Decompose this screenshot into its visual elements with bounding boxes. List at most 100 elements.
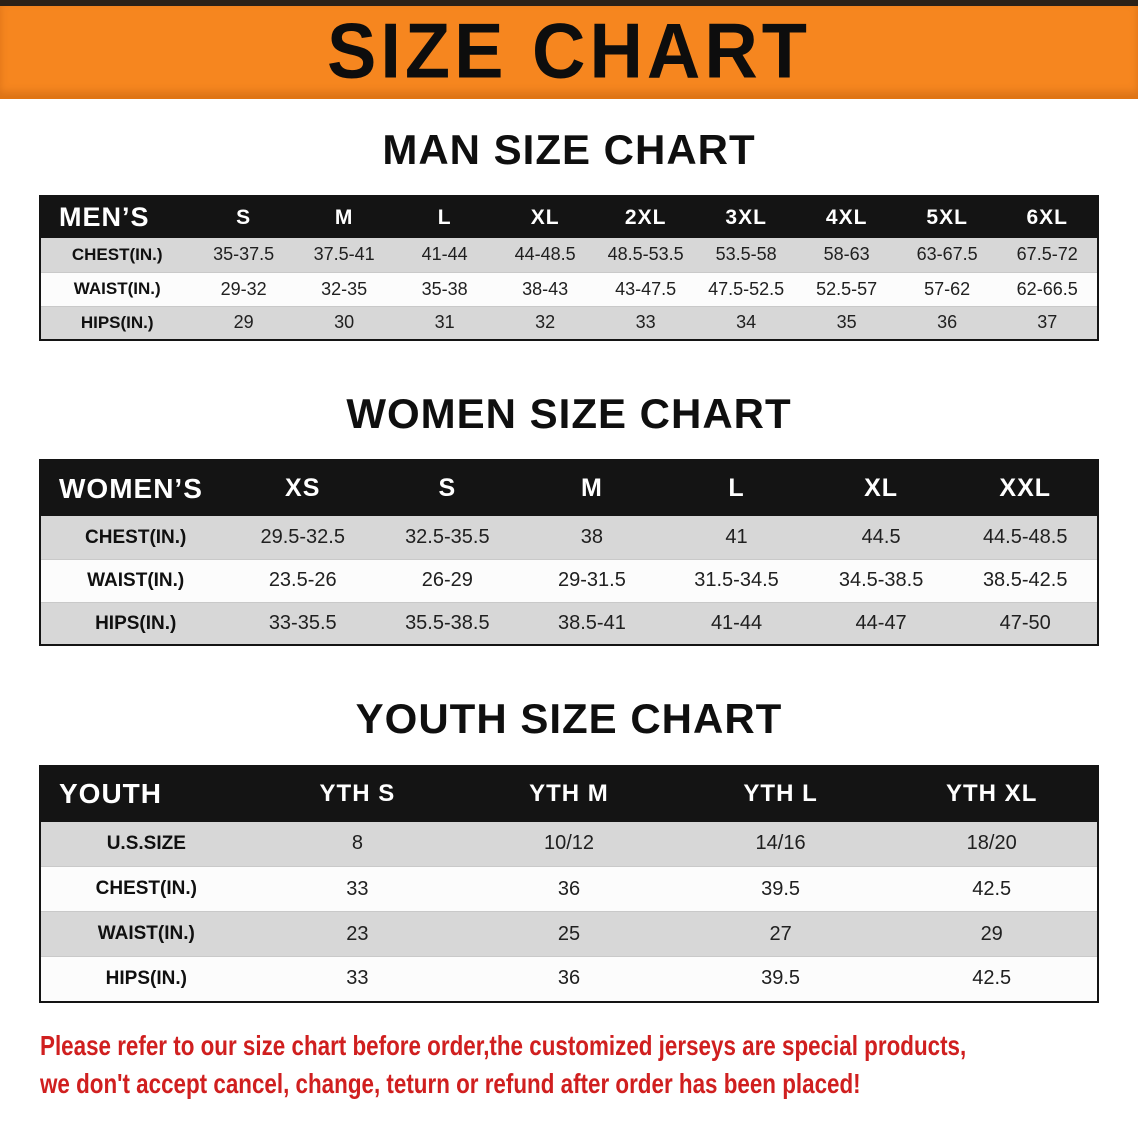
youth-value-cell: 25 (463, 911, 675, 957)
youth-col-header-yth-s: YTH S (251, 765, 464, 822)
men-row-waist-in: WAIST(IN.) 29-32 32-35 35-38 38-43 43-47.5 47.… (40, 271, 1098, 307)
women-value-cell: 26-29 (375, 558, 520, 603)
youth-value-cell: 27 (674, 911, 887, 957)
women-value-cell: 44.5-48.5 (953, 516, 1098, 560)
youth-header-row: YOUTH YTH S YTH M YTH L YTH XL (40, 765, 1098, 822)
women-header-row: WOMEN’S XS S M L XL XXL (40, 460, 1098, 517)
men-row-chest-in: CHEST(IN.) 35-37.5 37.5-41 41-44 44-48.5 48.5… (40, 238, 1098, 273)
youth-value-cell: 10/12 (463, 821, 675, 867)
men-col-header-m: M (293, 196, 395, 239)
women-value-cell: 23.5-26 (230, 558, 376, 603)
women-value-cell: 29-31.5 (519, 558, 665, 603)
youth-value-cell: 36 (463, 866, 675, 912)
youth-value-cell: 39.5 (674, 866, 887, 912)
youth-value-cell: 39.5 (674, 956, 887, 1002)
men-value-cell: 36 (896, 305, 998, 341)
women-row-waist-in: WAIST(IN.) 23.5-26 26-29 29-31.5 31.5-34.5 34… (40, 558, 1098, 603)
men-value-cell: 35-38 (394, 271, 495, 307)
men-row-label-chest-in: CHEST(IN.) (40, 238, 194, 273)
youth-value-cell: 14/16 (674, 821, 887, 867)
men-value-cell: 29 (193, 305, 294, 341)
women-row-hips-in: HIPS(IN.) 33-35.5 35.5-38.5 38.5-41 41-44 44-… (40, 601, 1098, 646)
men-value-cell: 30 (293, 305, 395, 341)
women-value-cell: 47-50 (953, 601, 1098, 646)
women-col-header-xs: XS (230, 460, 376, 517)
women-value-cell: 41-44 (664, 601, 809, 646)
women-value-cell: 41 (664, 516, 809, 560)
women-size-table: WOMEN’S XS S M L XL XXL CHEST(IN.) 29.5-32.5 32.5… (39, 459, 1099, 647)
women-value-cell: 32.5-35.5 (375, 516, 520, 560)
women-col-header-xxl: XXL (953, 460, 1098, 517)
youth-row-label-waist-in: WAIST(IN.) (40, 911, 252, 957)
women-row-label-hips-in: HIPS(IN.) (40, 601, 231, 646)
men-table-corner-label: MEN’S (40, 196, 194, 239)
youth-col-header-yth-xl: YTH XL (886, 765, 1098, 822)
men-value-cell: 67.5-72 (997, 238, 1098, 273)
men-value-cell: 37.5-41 (293, 238, 395, 273)
women-value-cell: 38.5-41 (519, 601, 665, 646)
youth-table-corner-label: YOUTH (40, 765, 252, 822)
men-value-cell: 48.5-53.5 (595, 238, 696, 273)
women-value-cell: 29.5-32.5 (230, 516, 376, 560)
youth-value-cell: 29 (886, 911, 1098, 957)
men-value-cell: 33 (595, 305, 696, 341)
heading-men: MAN SIZE CHART (382, 126, 756, 173)
women-col-header-s: S (375, 460, 520, 517)
youth-row-label-chest-in: CHEST(IN.) (40, 866, 252, 912)
women-value-cell: 44-47 (808, 601, 954, 646)
women-row-label-waist-in: WAIST(IN.) (40, 558, 231, 603)
youth-value-cell: 18/20 (886, 821, 1098, 867)
men-value-cell: 31 (394, 305, 495, 341)
page-title: SIZE CHART (327, 6, 811, 95)
youth-value-cell: 42.5 (886, 866, 1098, 912)
disclaimer-line-1: Please refer to our size chart before or… (40, 1029, 967, 1061)
youth-col-header-yth-l: YTH L (674, 765, 887, 822)
women-value-cell: 38 (519, 516, 665, 560)
men-row-label-hips-in: HIPS(IN.) (40, 305, 194, 341)
youth-row-label-u-s-size: U.S.SIZE (40, 821, 252, 867)
men-col-header-4xl: 4XL (796, 196, 897, 239)
men-size-table: MEN’S S M L XL 2XL 3XL 4XL 5XL 6XL CHEST(IN.) 35-37… (39, 195, 1099, 342)
youth-col-header-yth-m: YTH M (463, 765, 675, 822)
youth-value-cell: 42.5 (886, 956, 1098, 1002)
women-table-corner-label: WOMEN’S (40, 460, 231, 517)
men-value-cell: 32 (494, 305, 596, 341)
men-value-cell: 29-32 (193, 271, 294, 307)
heading-women: WOMEN SIZE CHART (346, 390, 792, 438)
women-col-header-xl: XL (808, 460, 954, 517)
women-row-label-chest-in: CHEST(IN.) (40, 516, 231, 560)
men-value-cell: 41-44 (394, 238, 495, 273)
men-col-header-2xl: 2XL (595, 196, 696, 239)
men-col-header-xl: XL (494, 196, 596, 239)
men-header-row: MEN’S S M L XL 2XL 3XL 4XL 5XL 6XL (40, 196, 1098, 239)
youth-size-table: YOUTH YTH S YTH M YTH L YTH XL U.S.SIZE 8 10/12… (39, 764, 1099, 1003)
men-value-cell: 57-62 (896, 271, 998, 307)
men-value-cell: 35-37.5 (193, 238, 294, 273)
youth-value-cell: 33 (251, 956, 464, 1002)
women-row-chest-in: CHEST(IN.) 29.5-32.5 32.5-35.5 38 41 44.5 44.5… (40, 516, 1098, 560)
men-value-cell: 44-48.5 (494, 238, 596, 273)
women-value-cell: 31.5-34.5 (664, 558, 809, 603)
men-value-cell: 32-35 (293, 271, 395, 307)
youth-value-cell: 8 (251, 821, 464, 867)
women-value-cell: 33-35.5 (230, 601, 376, 646)
youth-row-hips-in: HIPS(IN.) 33 36 39.5 42.5 (40, 956, 1098, 1002)
men-value-cell: 47.5-52.5 (695, 271, 797, 307)
women-col-header-l: L (664, 460, 809, 517)
men-col-header-5xl: 5XL (896, 196, 998, 239)
men-value-cell: 58-63 (796, 238, 897, 273)
men-col-header-s: S (193, 196, 294, 239)
men-row-hips-in: HIPS(IN.) 29 30 31 32 33 34 35 36 37 (40, 305, 1098, 341)
disclaimer-line-2: we don't accept cancel, change, teturn o… (40, 1067, 861, 1099)
men-row-label-waist-in: WAIST(IN.) (40, 271, 194, 307)
men-col-header-3xl: 3XL (695, 196, 797, 239)
women-value-cell: 35.5-38.5 (375, 601, 520, 646)
men-col-header-l: L (394, 196, 495, 239)
youth-row-chest-in: CHEST(IN.) 33 36 39.5 42.5 (40, 866, 1098, 912)
men-value-cell: 35 (796, 305, 897, 341)
women-value-cell: 38.5-42.5 (953, 558, 1098, 603)
youth-row-label-hips-in: HIPS(IN.) (40, 956, 252, 1002)
men-value-cell: 37 (997, 305, 1098, 341)
disclaimer-text: Please refer to our size chart before or… (40, 1027, 1138, 1103)
men-value-cell: 63-67.5 (896, 238, 998, 273)
